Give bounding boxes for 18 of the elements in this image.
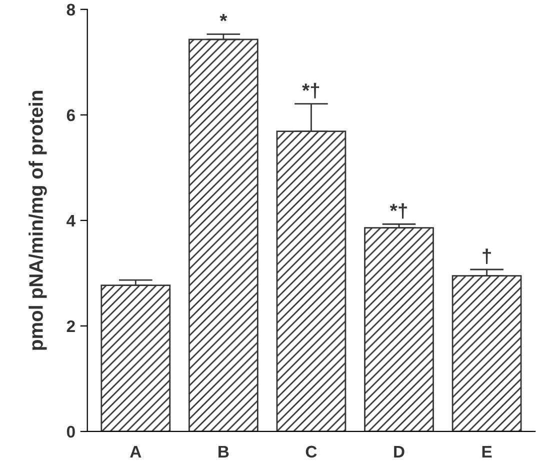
y-axis-title: pmol pNA/min/mg of protein	[28, 90, 47, 350]
annotation: *†	[390, 203, 407, 219]
y-tick-label: 8	[66, 4, 76, 16]
x-tick-label: E	[482, 446, 492, 458]
bar	[364, 227, 434, 432]
x-tick-label: B	[218, 446, 229, 458]
bar	[188, 38, 258, 432]
y-tick-label: 6	[66, 109, 75, 122]
y-tick-label: 2	[66, 320, 75, 332]
y-tick-label: 0	[66, 426, 75, 438]
annotation: †	[482, 248, 491, 264]
bar	[100, 284, 171, 432]
annotation: *†	[302, 82, 320, 98]
x-tick-label: D	[394, 446, 404, 458]
x-tick-label: C	[306, 446, 317, 458]
x-tick-label: A	[130, 446, 142, 458]
y-tick-label: 4	[66, 215, 76, 226]
annotation: *	[220, 14, 228, 22]
